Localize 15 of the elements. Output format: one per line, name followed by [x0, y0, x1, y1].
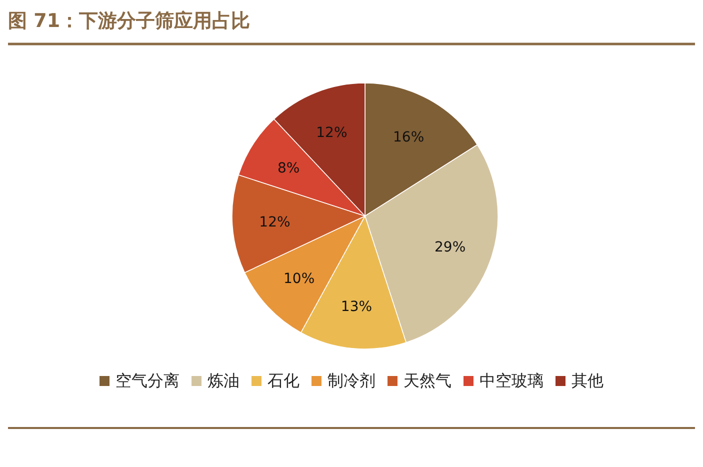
chart-title: 图 71：下游分子筛应用占比 [8, 10, 250, 32]
legend-label: 炼油 [208, 371, 240, 390]
legend-label: 天然气 [404, 371, 452, 390]
data-label: 29% [434, 240, 466, 256]
legend-label: 制冷剂 [328, 371, 376, 390]
data-label: 13% [340, 299, 372, 316]
legend-label: 其他 [572, 371, 604, 390]
legend-label: 空气分离 [116, 371, 180, 390]
data-label: 8% [278, 160, 300, 177]
data-label: 12% [316, 124, 348, 141]
legend-label: 石化 [268, 371, 300, 390]
data-label: 10% [284, 270, 315, 287]
legend-label: 中空玻璃 [480, 371, 544, 390]
data-label: 12% [259, 214, 290, 231]
data-label: 16% [393, 130, 424, 146]
